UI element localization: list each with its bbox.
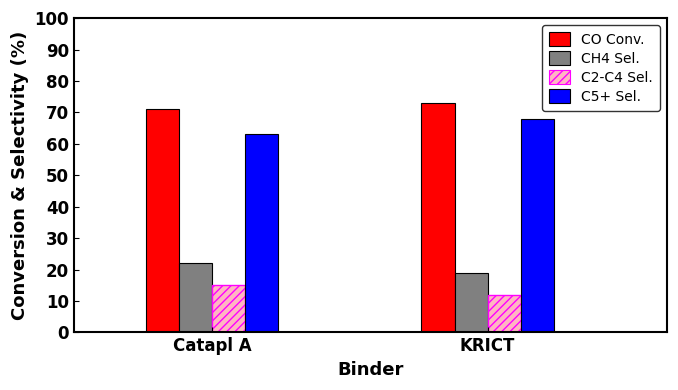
Bar [487, 295, 521, 332]
Bar [245, 135, 278, 332]
Bar [422, 103, 454, 332]
Bar [179, 263, 212, 332]
Bar [521, 119, 554, 332]
X-axis label: Binder: Binder [337, 361, 403, 379]
Bar [146, 109, 179, 332]
Y-axis label: Conversion & Selectivity (%): Conversion & Selectivity (%) [11, 31, 29, 320]
Bar [212, 285, 245, 332]
Bar [454, 273, 487, 332]
Legend: CO Conv., CH4 Sel., C2-C4 Sel., C5+ Sel.: CO Conv., CH4 Sel., C2-C4 Sel., C5+ Sel. [542, 25, 660, 111]
